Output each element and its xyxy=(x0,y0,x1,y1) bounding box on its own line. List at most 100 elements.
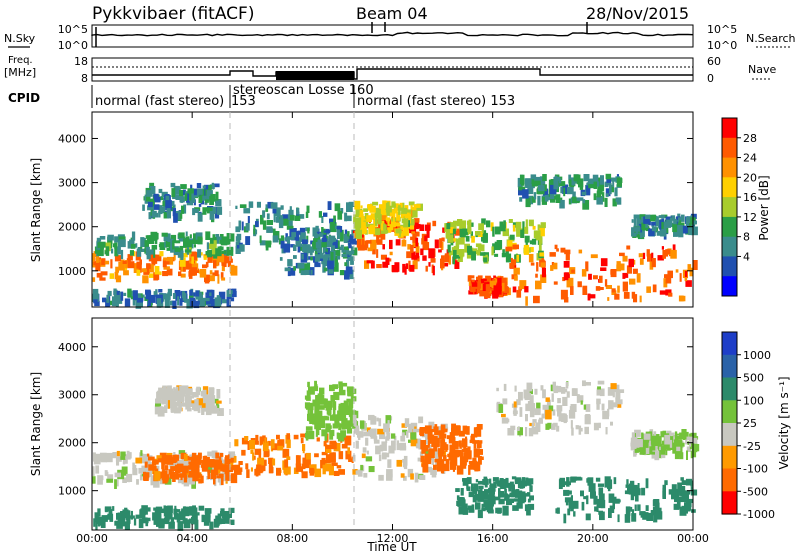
cell xyxy=(530,246,534,253)
cell xyxy=(551,423,556,430)
ytick-label: 2000 xyxy=(58,437,86,450)
cell xyxy=(113,288,117,296)
cell xyxy=(209,275,215,282)
cell xyxy=(559,199,565,209)
cell xyxy=(207,469,211,479)
cell xyxy=(219,234,224,242)
cell xyxy=(419,475,426,480)
cell xyxy=(367,204,372,208)
cell xyxy=(122,260,127,264)
cell xyxy=(412,233,417,243)
noise-tick-bottom-right: 10^0 xyxy=(707,39,737,52)
cell xyxy=(477,440,483,444)
cell xyxy=(500,277,507,287)
cell xyxy=(180,452,187,460)
cell xyxy=(641,222,648,230)
cell xyxy=(605,173,612,180)
cell xyxy=(323,212,328,217)
cell xyxy=(348,400,354,409)
cell xyxy=(464,448,470,458)
cell xyxy=(533,295,540,304)
cell xyxy=(294,215,301,221)
cell xyxy=(414,472,419,483)
cell xyxy=(193,401,199,412)
cell xyxy=(319,252,324,259)
beam-title: Beam 04 xyxy=(356,4,428,23)
cell xyxy=(609,505,615,513)
cell xyxy=(651,258,656,268)
cell xyxy=(262,210,266,218)
cell xyxy=(320,242,327,248)
cell xyxy=(377,428,385,435)
cell xyxy=(462,430,469,435)
cell xyxy=(488,289,493,294)
cell xyxy=(209,270,213,275)
cell xyxy=(180,184,187,190)
cell xyxy=(153,193,159,198)
cell xyxy=(467,505,474,510)
cell xyxy=(414,426,417,430)
cell xyxy=(612,402,618,408)
cell xyxy=(208,185,212,192)
cell xyxy=(533,230,541,239)
cell xyxy=(540,274,547,283)
cell xyxy=(100,520,106,528)
cell xyxy=(675,229,680,237)
cell xyxy=(154,240,158,245)
cell xyxy=(494,253,499,257)
cell xyxy=(369,224,375,232)
cell xyxy=(519,407,523,417)
cell xyxy=(617,389,625,393)
cell xyxy=(538,243,542,253)
power-colorbar-tick-label: 4 xyxy=(743,250,750,263)
noise-sky-line xyxy=(91,31,694,37)
cell xyxy=(616,261,621,266)
cell xyxy=(659,220,662,230)
cell xyxy=(220,272,224,279)
power-colorbar-swatch xyxy=(722,137,737,159)
cell xyxy=(525,403,532,412)
cell xyxy=(478,485,484,489)
cell xyxy=(597,483,604,487)
cell xyxy=(314,262,321,268)
cell xyxy=(255,221,259,227)
cell xyxy=(328,454,336,463)
cell xyxy=(195,507,198,515)
cell xyxy=(216,389,221,399)
cell xyxy=(607,408,610,417)
cell xyxy=(516,254,520,262)
velocity-colorbar-tick-label: 100 xyxy=(743,394,764,407)
cell xyxy=(179,511,186,519)
cell xyxy=(244,436,249,441)
cell xyxy=(106,515,110,520)
cell xyxy=(471,433,475,441)
cell xyxy=(127,452,132,459)
cell xyxy=(605,193,609,197)
power-blob-12 xyxy=(631,213,698,240)
velocity-colorbar-tick-label: -500 xyxy=(743,485,768,498)
cell xyxy=(470,231,473,239)
cell xyxy=(391,222,396,228)
power-colorbar-swatch xyxy=(722,197,737,218)
cell xyxy=(578,395,584,403)
cell xyxy=(211,450,218,459)
cell xyxy=(685,478,693,486)
cell xyxy=(212,272,216,277)
cell xyxy=(150,475,156,486)
cell xyxy=(410,432,417,440)
cell xyxy=(424,444,430,448)
cell xyxy=(168,394,171,400)
noise-spikes xyxy=(95,22,588,47)
cell xyxy=(194,473,201,478)
cell xyxy=(488,500,494,506)
cell xyxy=(458,249,465,257)
cell xyxy=(93,261,97,266)
cell xyxy=(645,223,649,228)
cell xyxy=(405,263,409,269)
cell xyxy=(158,387,164,395)
cell xyxy=(307,250,312,254)
cell xyxy=(313,238,320,245)
cell xyxy=(378,418,382,427)
cell xyxy=(189,403,195,407)
cell xyxy=(226,233,232,241)
